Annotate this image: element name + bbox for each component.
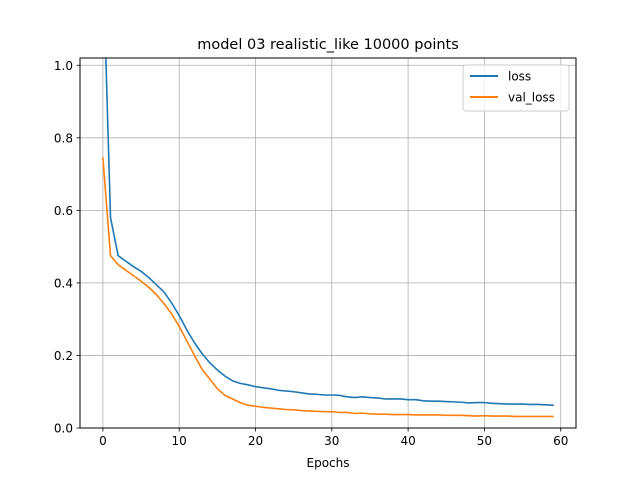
y-tick-label: 1.0 — [54, 59, 73, 73]
axis-ticks: 0 10 20 30 40 50 60 0.0 0.2 0.4 0.6 0.8 1.0 — [54, 59, 568, 448]
legend: loss val_loss — [462, 64, 570, 112]
x-tick-label: 10 — [172, 434, 187, 448]
legend-val-loss-label: val_loss — [508, 91, 555, 105]
legend-loss-label: loss — [508, 70, 531, 84]
plot-area — [102, 58, 554, 418]
x-axis-label: Epochs — [307, 456, 350, 470]
x-tick-label: 0 — [99, 434, 107, 448]
x-tick-label: 60 — [553, 434, 568, 448]
y-tick-label: 0.8 — [54, 131, 73, 145]
series-layer — [102, 58, 554, 418]
grid — [80, 58, 576, 429]
chart-title: model 03 realistic_like 10000 points — [197, 37, 459, 53]
y-tick-label: 0.6 — [54, 204, 73, 218]
axes-frame — [79, 57, 577, 429]
x-tick-label: 30 — [324, 434, 339, 448]
x-tick-label: 40 — [400, 434, 415, 448]
x-tick-label: 20 — [248, 434, 263, 448]
series-line-loss — [105, 58, 554, 406]
x-tick-label: 50 — [477, 434, 492, 448]
y-tick-label: 0.0 — [54, 422, 73, 436]
series-line-val-loss — [102, 156, 554, 418]
y-tick-label: 0.4 — [54, 276, 73, 290]
y-tick-label: 0.2 — [54, 349, 73, 363]
